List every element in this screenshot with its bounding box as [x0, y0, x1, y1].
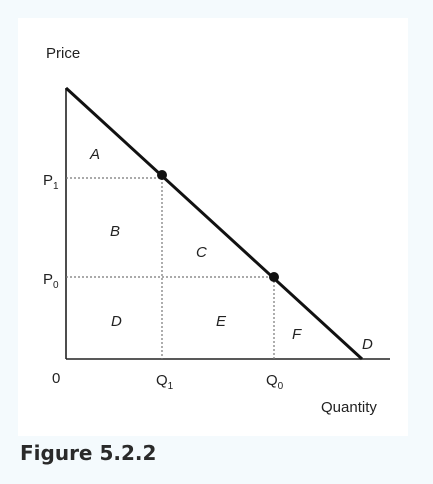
origin-label: 0 — [52, 370, 60, 387]
demand-curve — [64, 86, 364, 361]
diagram-panel: Price Quantity 0 P1 P0 Q1 Q0 A B C D E F… — [18, 18, 408, 436]
q1-label: Q1 — [156, 372, 174, 392]
demand-curve-label: D — [362, 336, 373, 353]
region-e-label: E — [216, 313, 227, 330]
q0-label: Q0 — [266, 372, 284, 392]
demand-diagram: Price Quantity 0 P1 P0 Q1 Q0 A B C D E F… — [43, 45, 390, 416]
p1-label: P1 — [43, 172, 59, 192]
figure-caption: Figure 5.2.2 — [20, 441, 157, 465]
p0-label: P0 — [43, 271, 59, 291]
region-a-label: A — [89, 146, 100, 163]
point-p0-q0 — [269, 272, 279, 282]
region-b-label: B — [110, 223, 120, 240]
region-d-label: D — [111, 313, 122, 330]
x-axis-label: Quantity — [321, 399, 377, 416]
point-p1-q1 — [157, 170, 167, 180]
region-c-label: C — [196, 244, 207, 261]
region-f-label: F — [292, 326, 302, 343]
y-axis-label: Price — [46, 45, 80, 62]
